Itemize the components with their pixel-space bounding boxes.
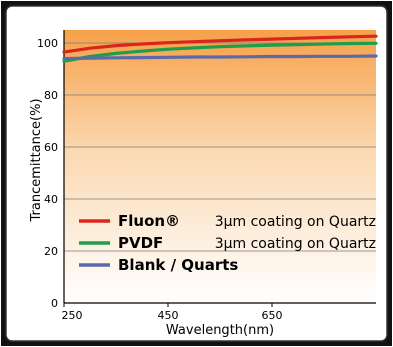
- x-tick-labels: 250 450 650: [62, 309, 283, 322]
- y-tick-label: 0: [51, 297, 58, 310]
- y-tick-label: 20: [44, 245, 58, 258]
- series-line-1: [62, 41, 378, 63]
- y-tick-labels: 0 20 40 60 80 100: [37, 37, 58, 310]
- y-axis-title: Trancemittance(%): [29, 98, 44, 222]
- y-tick-label: 60: [44, 141, 58, 154]
- x-axis-title: Wavelength(nm): [166, 323, 274, 338]
- x-tick-label: 450: [158, 309, 179, 322]
- series-line-2: [62, 54, 378, 61]
- legend-label-2: Blank / Quarts: [118, 256, 238, 274]
- series-line-0: [62, 34, 378, 54]
- legend-label-0: Fluon®: [118, 212, 180, 230]
- series-lines: [62, 34, 378, 63]
- y-tick-label: 40: [44, 193, 58, 206]
- legend: Fluon® 3µm coating on Quartz PVDF 3µm coati…: [79, 212, 376, 274]
- plot-area: [64, 30, 376, 303]
- legend-description-1: 3µm coating on Quartz: [215, 236, 376, 252]
- y-tick-label: 100: [37, 37, 58, 50]
- x-tick-label: 250: [62, 309, 83, 322]
- legend-label-1: PVDF: [118, 234, 163, 252]
- legend-description-0: 3µm coating on Quartz: [215, 214, 376, 230]
- y-tick-label: 80: [44, 89, 58, 102]
- x-tick-label: 650: [262, 309, 283, 322]
- axes: [63, 30, 376, 307]
